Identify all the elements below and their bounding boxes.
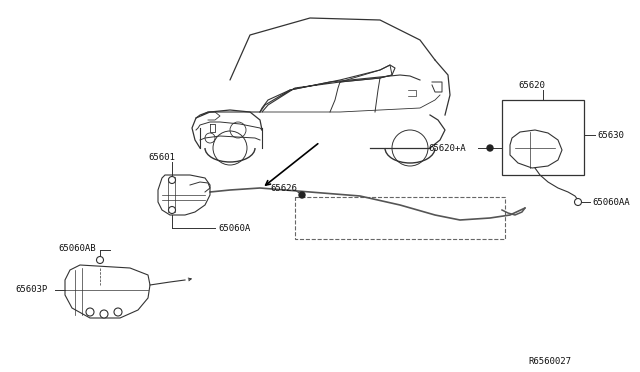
Text: 65060A: 65060A: [218, 224, 250, 232]
Text: 65626: 65626: [270, 183, 297, 192]
Text: R6560027: R6560027: [528, 357, 571, 366]
Bar: [295, 197, 505, 239]
Text: 65060AA: 65060AA: [592, 198, 630, 206]
Circle shape: [299, 192, 305, 198]
Circle shape: [114, 308, 122, 316]
Circle shape: [487, 145, 493, 151]
Text: 65630: 65630: [597, 131, 624, 140]
Text: 65601: 65601: [148, 153, 175, 161]
Circle shape: [86, 308, 94, 316]
Bar: [502, 100, 584, 175]
Circle shape: [168, 176, 175, 183]
Text: 65620: 65620: [518, 80, 545, 90]
Circle shape: [575, 199, 582, 205]
Circle shape: [100, 310, 108, 318]
Text: 65620+A: 65620+A: [428, 144, 466, 153]
Circle shape: [168, 206, 175, 214]
Text: 65060AB: 65060AB: [58, 244, 95, 253]
Circle shape: [97, 257, 104, 263]
Text: 65603P: 65603P: [15, 285, 47, 295]
